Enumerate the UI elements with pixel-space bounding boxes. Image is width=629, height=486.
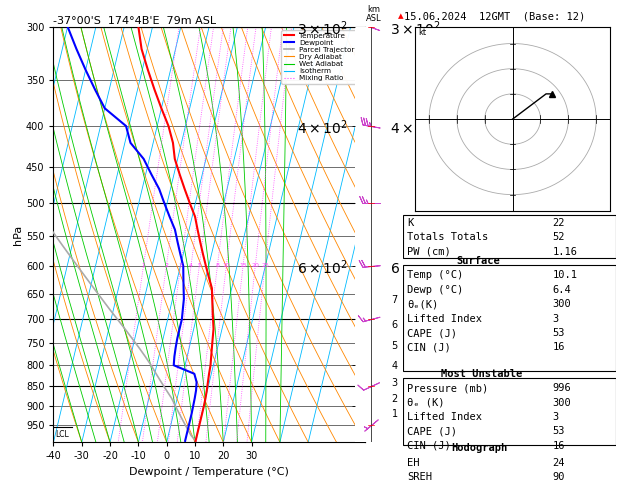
Text: 3: 3	[179, 263, 182, 268]
Legend: Temperature, Dewpoint, Parcel Trajectory, Dry Adiabat, Wet Adiabat, Isotherm, Mi: Temperature, Dewpoint, Parcel Trajectory…	[281, 30, 361, 84]
Text: 4: 4	[189, 263, 193, 268]
Text: 24: 24	[552, 458, 565, 468]
X-axis label: Dewpoint / Temperature (°C): Dewpoint / Temperature (°C)	[129, 467, 289, 477]
Text: 15.06.2024  12GMT  (Base: 12): 15.06.2024 12GMT (Base: 12)	[404, 11, 586, 21]
Text: LCL: LCL	[55, 430, 69, 439]
Text: 3: 3	[552, 313, 559, 324]
Text: Pressure (mb): Pressure (mb)	[407, 383, 488, 393]
Text: 300: 300	[552, 398, 571, 408]
Text: 1.16: 1.16	[552, 247, 577, 257]
Text: km
ASL: km ASL	[366, 4, 381, 22]
Text: 25: 25	[261, 263, 269, 268]
Text: CAPE (J): CAPE (J)	[407, 426, 457, 436]
Text: -37°00'S  174°4B'E  79m ASL: -37°00'S 174°4B'E 79m ASL	[53, 16, 216, 26]
Bar	[403, 378, 616, 445]
Text: 5: 5	[198, 263, 201, 268]
Text: 15: 15	[239, 263, 247, 268]
Text: SREH: SREH	[407, 472, 432, 482]
Text: 8: 8	[216, 263, 220, 268]
Text: PW (cm): PW (cm)	[407, 247, 450, 257]
Text: 3: 3	[552, 412, 559, 422]
Text: 53: 53	[552, 426, 565, 436]
Text: Most Unstable: Most Unstable	[441, 369, 522, 379]
Text: 20: 20	[252, 263, 259, 268]
Text: Temp (°C): Temp (°C)	[407, 270, 463, 280]
Text: 52: 52	[552, 232, 565, 242]
Bar	[403, 215, 616, 259]
Text: 16: 16	[552, 343, 565, 352]
Y-axis label: hPa: hPa	[13, 225, 23, 244]
Text: Totals Totals: Totals Totals	[407, 232, 488, 242]
Text: CAPE (J): CAPE (J)	[407, 328, 457, 338]
Text: CIN (J): CIN (J)	[407, 441, 450, 451]
Text: 300: 300	[552, 299, 571, 309]
Bar	[403, 265, 616, 371]
Text: Lifted Index: Lifted Index	[407, 313, 482, 324]
Text: EH: EH	[407, 458, 420, 468]
Text: Dewp (°C): Dewp (°C)	[407, 285, 463, 295]
Text: Lifted Index: Lifted Index	[407, 412, 482, 422]
Text: ▴: ▴	[398, 11, 403, 21]
Text: θₑ(K): θₑ(K)	[407, 299, 438, 309]
Text: 10.1: 10.1	[552, 270, 577, 280]
Text: 22: 22	[552, 218, 565, 228]
Text: kt: kt	[418, 28, 426, 37]
Text: 90: 90	[552, 472, 565, 482]
Text: Surface: Surface	[456, 256, 500, 266]
Text: 53: 53	[552, 328, 565, 338]
Text: 1: 1	[142, 263, 145, 268]
Text: 16: 16	[552, 441, 565, 451]
Text: θₑ (K): θₑ (K)	[407, 398, 444, 408]
Text: 996: 996	[552, 383, 571, 393]
Text: 2: 2	[164, 263, 169, 268]
Text: K: K	[407, 218, 413, 228]
Text: CIN (J): CIN (J)	[407, 343, 450, 352]
Text: Hodograph: Hodograph	[452, 443, 508, 453]
Text: 6.4: 6.4	[552, 285, 571, 295]
Text: 10: 10	[223, 263, 230, 268]
